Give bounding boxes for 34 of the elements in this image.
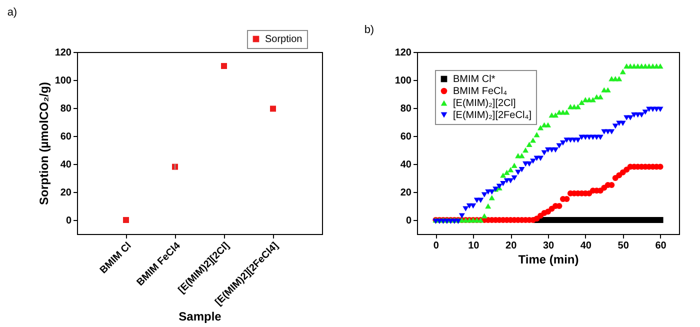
x-tick-label: 50	[618, 240, 630, 252]
legend-label: [E(MIM)₂][2Cl]	[453, 98, 516, 109]
point	[270, 106, 276, 112]
y-tick-label: 80	[60, 104, 72, 114]
x-tick-label: 30	[542, 240, 554, 252]
y-tick-label: 80	[400, 104, 412, 114]
y-axis-title: Sorption (µmolCO₂/g)	[36, 82, 51, 205]
legend-label: BMIM Cl*	[453, 74, 496, 85]
y-tick-label: 60	[60, 132, 72, 142]
legend-label: [E(MIM)₂][2FeCl₄]	[453, 110, 532, 121]
y-tick-label: 40	[60, 160, 72, 170]
x-tick-label: 0	[433, 240, 440, 252]
x-tick-label: 20	[506, 240, 518, 252]
y-tick-label: 20	[60, 188, 72, 198]
x-tick-label: 60	[655, 240, 667, 252]
chart-title: b)	[364, 24, 374, 36]
x-tick-label: 10	[468, 240, 480, 252]
x-axis-title: Sample	[178, 309, 222, 324]
legend-label: BMIM FeCl₄	[453, 86, 508, 97]
y-tick-label: 20	[400, 188, 412, 198]
y-tick-label: 60	[400, 132, 412, 142]
point	[221, 63, 227, 69]
chart-title: a)	[7, 6, 18, 18]
y-tick-label: 120	[54, 48, 72, 58]
y-tick-label: 40	[400, 160, 412, 170]
point	[123, 217, 129, 223]
y-tick-label: 0	[406, 216, 412, 226]
y-tick-label: 120	[394, 48, 412, 58]
x-axis-title: Time (min)	[518, 252, 579, 266]
x-tick-label: 40	[580, 240, 592, 252]
y-tick-label: 100	[394, 76, 412, 86]
y-tick-label: 100	[54, 76, 72, 86]
y-tick-label: 0	[66, 216, 72, 226]
legend-label: Sorption	[265, 34, 302, 45]
